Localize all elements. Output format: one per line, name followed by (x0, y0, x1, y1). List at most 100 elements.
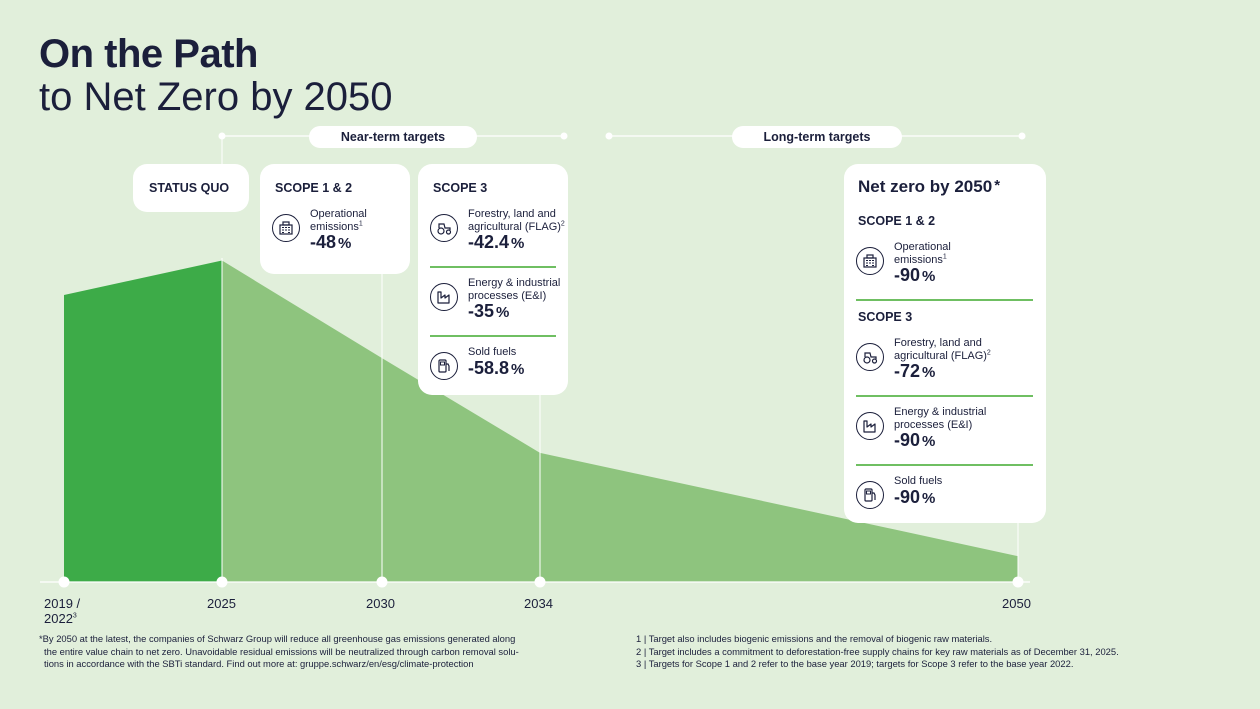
target-value: -58.8% (468, 358, 524, 379)
axis-label-first-line1: 2019 / (44, 596, 81, 611)
target-value-number: -42.4 (468, 232, 510, 252)
footnote-left: *By 2050 at the latest, the companies of… (39, 633, 519, 671)
fuel-pump-icon (856, 481, 884, 509)
footnote-ref: 2 (986, 349, 991, 357)
x-axis-marker-2030 (376, 576, 388, 588)
axis-label-first-line2: 2022 (44, 611, 73, 626)
area-segment-reduction-path (222, 260, 1018, 582)
status-quo-card: STATUS QUO (133, 164, 249, 212)
footnote-right-line: 2 | Target includes a commitment to defo… (636, 645, 1119, 657)
tractor-icon (856, 343, 884, 371)
axis-label-first-sup: 3 (72, 612, 77, 620)
axis-label-2034: 2034 (524, 596, 553, 611)
target-value-unit: % (496, 304, 510, 321)
target-value: -90% (894, 265, 935, 286)
fuel-pump-icon (430, 352, 458, 380)
target-label-line2: processes (E&I) (894, 419, 973, 431)
target-value-unit: % (922, 490, 936, 507)
card-2050-scope3: SCOPE 3 (858, 310, 913, 324)
separator-line (430, 335, 556, 337)
x-axis-marker-2034 (534, 576, 546, 588)
separator-line (856, 464, 1033, 466)
footnote-ref: 1 (358, 220, 363, 228)
target-card-2050: Net zero by 2050 * SCOPE 1 & 2 SCOPE 3 Op… (844, 164, 1046, 523)
card-2025-heading: SCOPE 1 & 2 (275, 181, 353, 195)
building-icon (856, 247, 884, 275)
target-label: Operational emissions1 (310, 208, 367, 234)
card-2050-heading-text: Net zero by 2050 (858, 177, 993, 196)
card-2030-heading: SCOPE 3 (433, 181, 488, 195)
axis-label-2019-2022: 2019 / 20223 (44, 596, 80, 626)
target-value: -90% (894, 487, 935, 508)
card-2050-heading-star: * (994, 177, 1001, 194)
target-label-line2: agricultural (FLAG) (894, 350, 987, 362)
target-label-line2: agricultural (FLAG) (468, 221, 561, 233)
target-label-line1: Forestry, land and (468, 208, 556, 220)
target-label: Forestry, land and agricultural (FLAG)2 (468, 208, 565, 234)
status-quo-label: STATUS QUO (149, 181, 230, 195)
separator-line (430, 266, 556, 268)
target-card-2030: SCOPE 3 Forestry, land and agricultural (… (418, 164, 568, 395)
target-value-unit: % (511, 235, 525, 252)
target-value-number: -48 (310, 232, 337, 252)
footnote-right: 1 | Target also includes biogenic emissi… (636, 633, 1119, 671)
target-label: Sold fuels (894, 475, 942, 488)
near-term-targets-pill: Near-term targets (309, 126, 477, 148)
target-value-number: -90 (894, 430, 921, 450)
separator-line (856, 395, 1033, 397)
target-value-unit: % (922, 268, 936, 285)
axis-label-2050: 2050 (1002, 596, 1031, 611)
target-value-number: -90 (894, 487, 921, 507)
footnote-left-line: tions in accordance with the SBTi standa… (44, 658, 474, 669)
tractor-icon (430, 214, 458, 242)
axis-label-2030: 2030 (366, 596, 395, 611)
near-term-range-start-dot (218, 132, 226, 140)
footnote-left-line: *By 2050 at the latest, the companies of… (39, 633, 516, 644)
target-label-line1: Forestry, land and (894, 337, 982, 349)
target-label: Energy & industrial processes (E&I) (468, 277, 560, 303)
target-label-line1: Energy & industrial (894, 406, 987, 418)
near-term-range-end-dot (560, 132, 568, 140)
factory-icon (856, 412, 884, 440)
target-value-number: -90 (894, 265, 921, 285)
target-label-line2: emissions (310, 221, 359, 233)
footnote-left-line: the entire value chain to net zero. Unav… (44, 645, 519, 657)
long-term-targets-pill: Long-term targets (732, 126, 902, 148)
long-term-range-start-dot (605, 132, 613, 140)
target-value-unit: % (922, 433, 936, 450)
x-axis-marker-2019 (58, 576, 70, 588)
footnote-ref: 1 (942, 253, 947, 261)
card-2050-heading: Net zero by 2050 * (858, 177, 1000, 197)
target-value: -35% (468, 301, 509, 322)
page-subtitle: to Net Zero by 2050 (39, 75, 393, 119)
target-label-line1: Operational (894, 241, 951, 253)
target-label-line1: Sold fuels (468, 346, 517, 358)
axis-label-2025: 2025 (207, 596, 236, 611)
footnote-right-line: 1 | Target also includes biogenic emissi… (636, 633, 993, 644)
target-label-line2: emissions (894, 254, 943, 266)
target-label-line1: Energy & industrial (468, 277, 561, 289)
target-value-number: -35 (468, 301, 495, 321)
x-axis-marker-2025 (216, 576, 228, 588)
target-value-number: -58.8 (468, 358, 510, 378)
target-value-number: -72 (894, 361, 921, 381)
target-label-line1: Sold fuels (894, 475, 943, 487)
target-label-line2: processes (E&I) (468, 290, 547, 302)
target-value: -48% (310, 232, 351, 253)
target-value: -42.4% (468, 232, 524, 253)
footnote-ref: 2 (560, 220, 565, 228)
target-label-line1: Operational (310, 208, 367, 220)
x-axis-marker-2050 (1012, 576, 1024, 588)
page-title: On the Path (39, 32, 258, 76)
target-card-2025: SCOPE 1 & 2 Operational emissions1 -48% (260, 164, 410, 274)
target-label: Operational emissions1 (894, 241, 951, 267)
target-label: Forestry, land and agricultural (FLAG)2 (894, 337, 991, 363)
target-value: -72% (894, 361, 935, 382)
target-value-unit: % (922, 364, 936, 381)
target-value: -90% (894, 430, 935, 451)
long-term-range-end-dot (1018, 132, 1026, 140)
building-icon (272, 214, 300, 242)
target-value-unit: % (511, 361, 525, 378)
area-segment-status-quo (64, 260, 222, 582)
